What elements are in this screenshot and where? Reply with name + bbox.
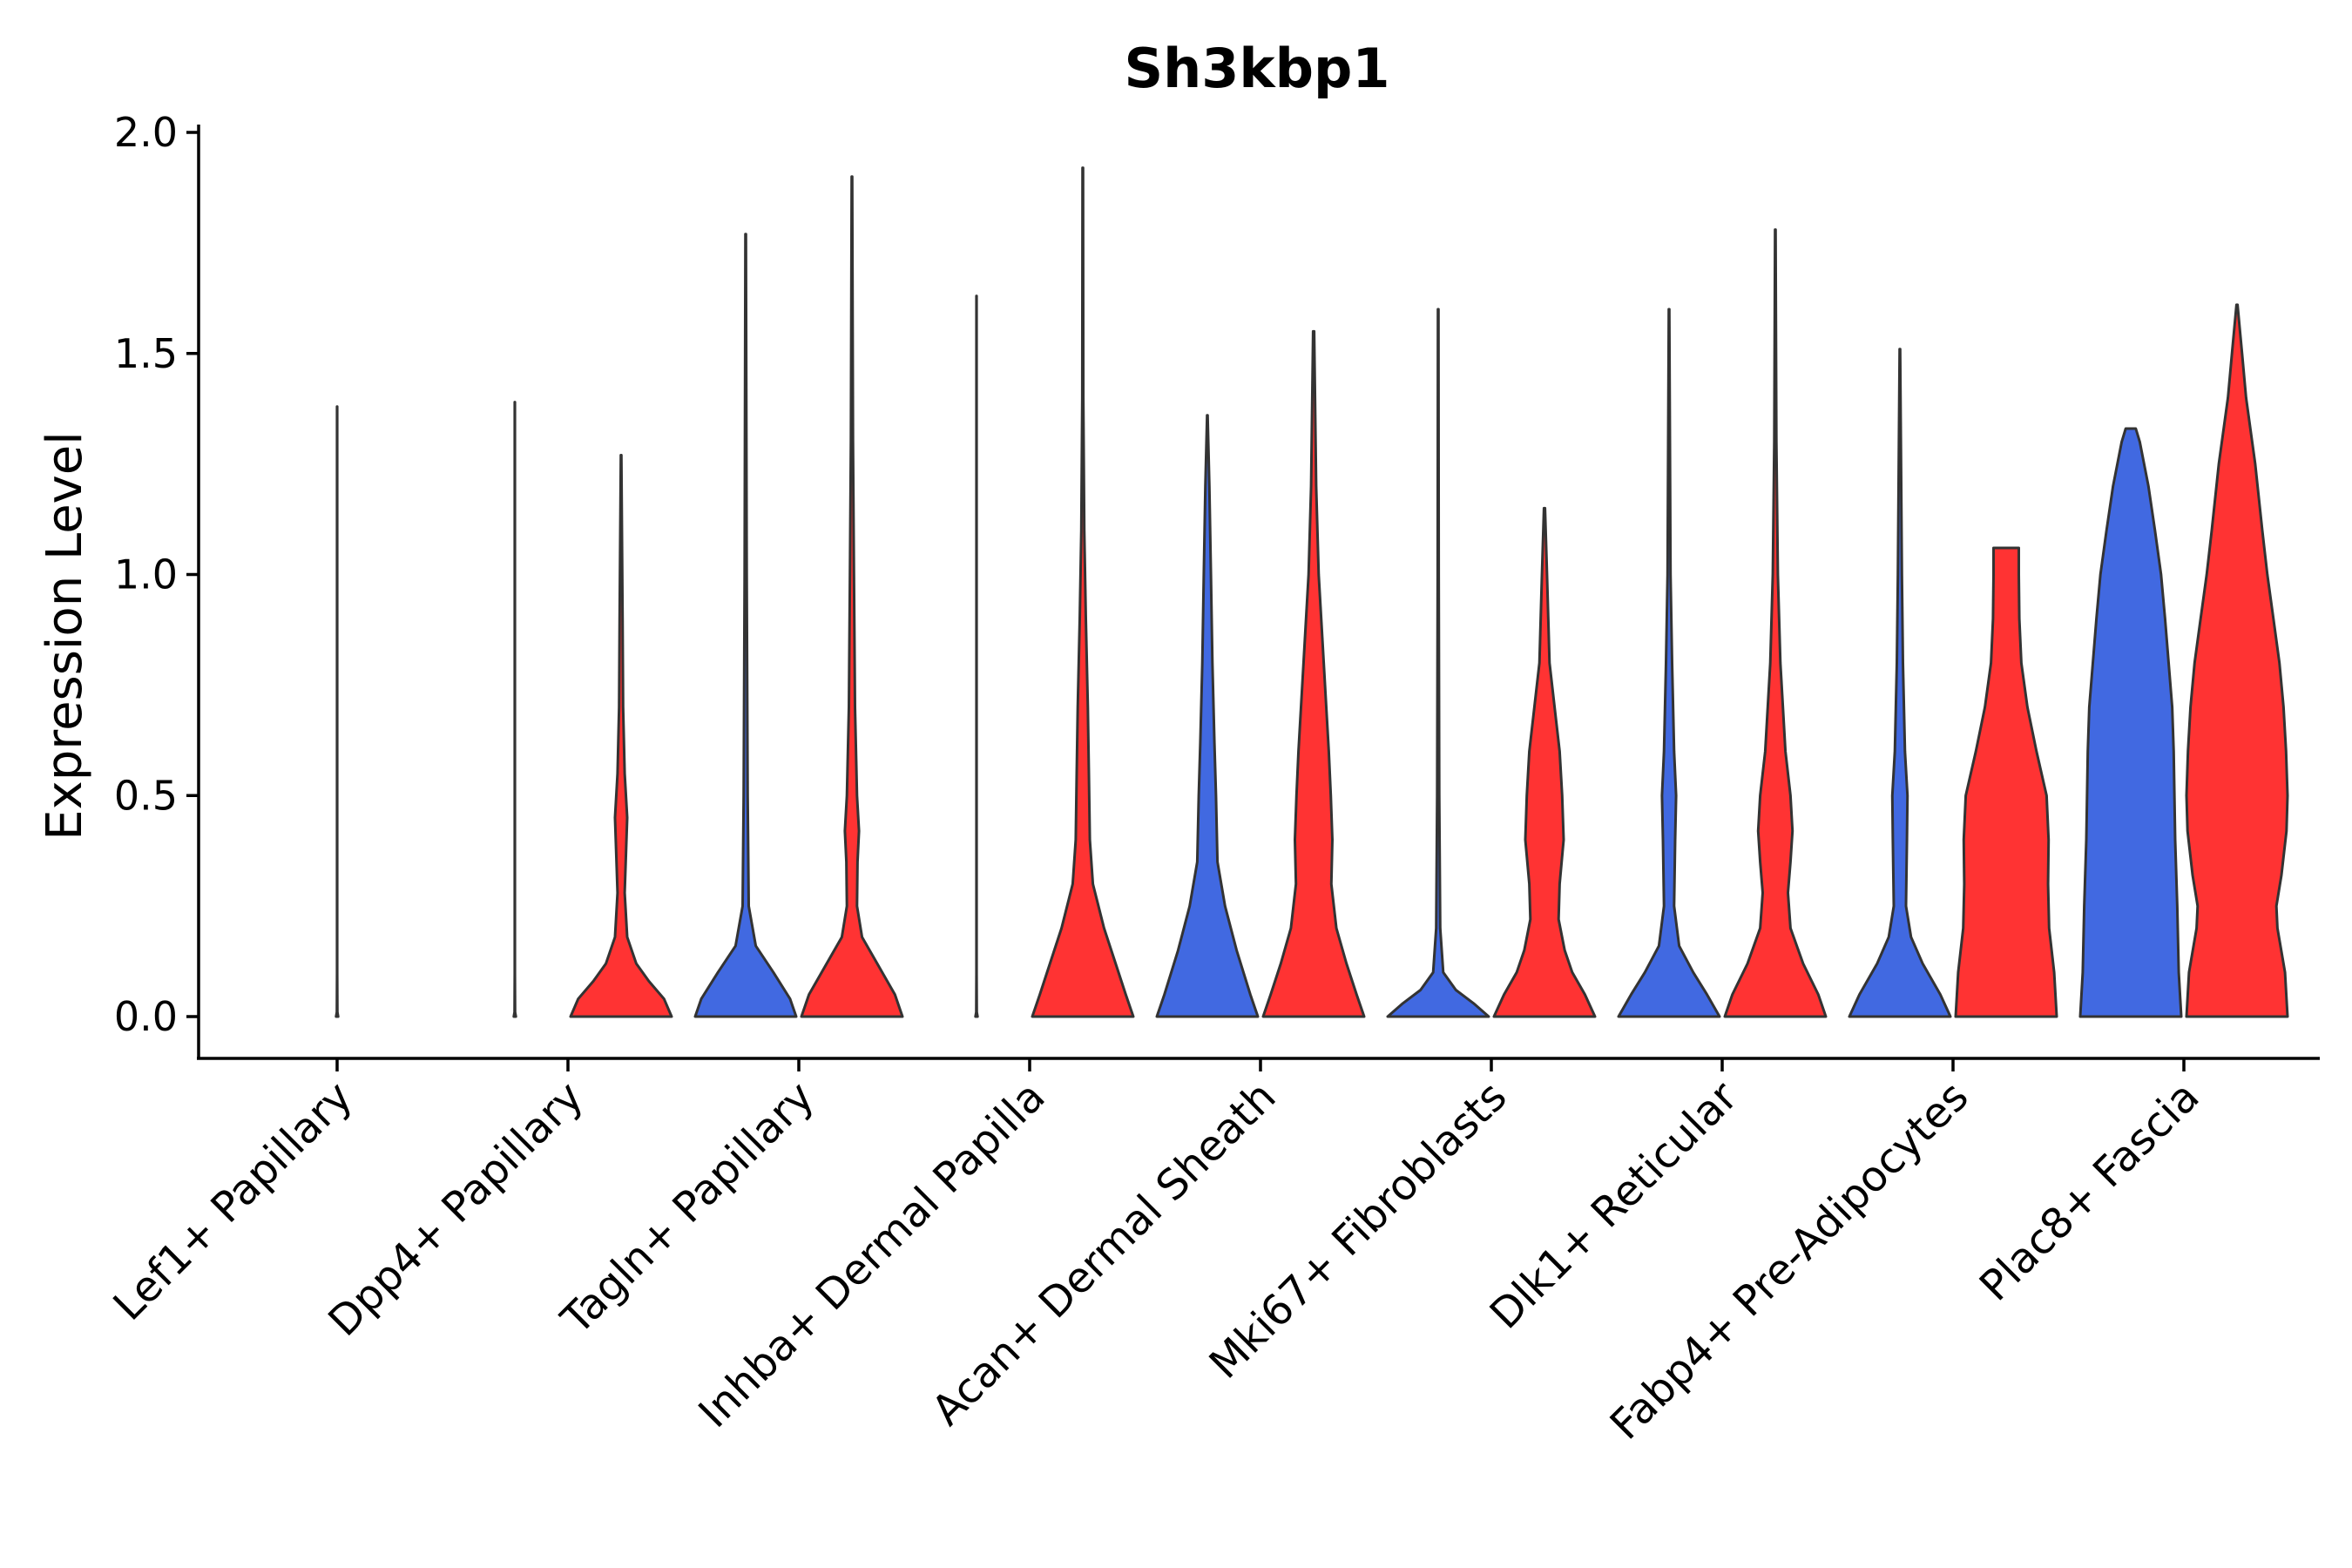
violin-group_b-8 <box>1954 546 2058 1018</box>
violin-group_b-5 <box>1261 329 1366 1018</box>
x-tick-label: Plac8+ Fascia <box>1970 1072 2209 1311</box>
x-tick-label: Lef1+ Papillary <box>105 1072 362 1330</box>
violin-group_a-5 <box>1155 414 1260 1018</box>
chart-title: Sh3kbp1 <box>1124 37 1389 100</box>
violin-group_a-1 <box>335 405 340 1018</box>
violin-group_b-2 <box>569 454 673 1018</box>
y-tick-label: 0.0 <box>114 993 178 1040</box>
violin-layer <box>335 166 2289 1018</box>
x-tick-label: Tagln+ Papillary <box>551 1072 823 1344</box>
violin-group_a-9 <box>2078 427 2183 1018</box>
violin-group_a-8 <box>1848 348 1952 1018</box>
x-tick-label: Dlk1+ Reticular <box>1481 1072 1747 1339</box>
y-axis-label: Expression Level <box>37 431 93 841</box>
violin-group_b-3 <box>800 175 904 1018</box>
violin-group_a-2 <box>512 401 517 1018</box>
y-ticks: 0.0 0.5 1.0 1.5 2.0 <box>114 109 199 1040</box>
axes <box>197 125 2320 1060</box>
violin-group_a-3 <box>693 233 798 1018</box>
y-tick-label: 1.5 <box>114 330 178 377</box>
violin-group_a-4 <box>974 294 979 1018</box>
violin-group_b-7 <box>1723 228 1828 1018</box>
y-tick-label: 1.0 <box>114 551 178 598</box>
violin-group_a-6 <box>1386 308 1490 1018</box>
y-tick-label: 0.5 <box>114 772 178 819</box>
violin-group_b-9 <box>2185 303 2289 1018</box>
violin-group_a-7 <box>1617 308 1721 1018</box>
violin-group_b-6 <box>1492 506 1597 1018</box>
y-tick-label: 2.0 <box>114 109 178 156</box>
x-tick-label: Dpp4+ Papillary <box>319 1072 592 1346</box>
violin-group_b-4 <box>1031 166 1135 1018</box>
